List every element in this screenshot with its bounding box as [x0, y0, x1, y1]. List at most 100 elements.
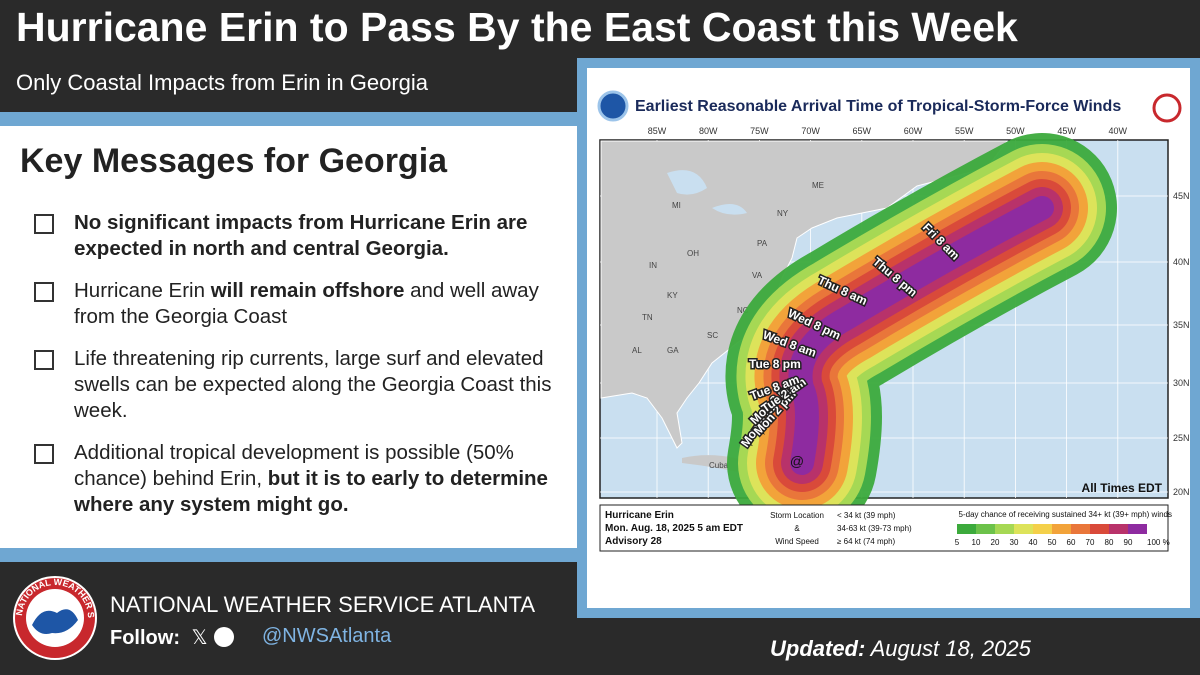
place-label: GA: [667, 346, 679, 355]
nws-logo: [1152, 93, 1182, 123]
message-list: No significant impacts from Hurricane Er…: [34, 210, 559, 534]
scale-tick: 20: [991, 538, 1000, 547]
scale-swatch: [1128, 524, 1147, 534]
storm-symbol: @: [790, 453, 804, 469]
scale-swatch: [1090, 524, 1109, 534]
scale-swatch: [1109, 524, 1128, 534]
message-segment: Additional tropical development is possi…: [74, 441, 514, 490]
place-label: VA: [752, 271, 763, 280]
scale-tick: 40: [1029, 538, 1038, 547]
note: All Times EDT: [1082, 481, 1163, 495]
info: Hurricane Erin: [605, 510, 674, 521]
scale-tick: 60: [1067, 538, 1076, 547]
storm-legend-item: < 34 kt (39 mph): [837, 511, 896, 520]
message: Life threatening rip currents, large sur…: [34, 346, 559, 424]
message: Additional tropical development is possi…: [34, 440, 559, 518]
checkbox: [34, 214, 54, 234]
handle[interactable]: @NWSAtlanta: [262, 625, 392, 647]
checkbox: [34, 350, 54, 370]
scale-swatch: [976, 524, 995, 534]
place-label: PA: [757, 239, 768, 248]
message-text: Hurricane Erin will remain offshore and …: [74, 278, 559, 330]
storm-legend-item: ≥ 64 kt (74 mph): [837, 537, 896, 546]
place-label: MI: [672, 201, 681, 210]
message-segment: No significant impacts from Hurricane Er…: [74, 211, 528, 260]
place-label: KY: [667, 291, 678, 300]
message: No significant impacts from Hurricane Er…: [34, 210, 559, 262]
storm-legend-label: &: [794, 524, 800, 533]
scale-tick: 30: [1010, 538, 1019, 547]
updated-label: Updated:: [770, 636, 866, 661]
title: Hurricane Erin to Pass By the East Coast…: [16, 4, 1018, 50]
lon-label: 40W: [1109, 126, 1128, 136]
scale-tick: 90: [1124, 538, 1133, 547]
cone-band: [788, 196, 1054, 475]
scale-swatch: [1033, 524, 1052, 534]
lon-label: 60W: [904, 126, 923, 136]
follow-label: Follow:: [110, 627, 180, 649]
scale-swatch: [1052, 524, 1071, 534]
stripe: [0, 548, 585, 562]
time-label: Tue 8 pm: [749, 357, 801, 371]
place-label: AL: [632, 346, 642, 355]
scale-swatch: [1071, 524, 1090, 534]
lat-label: 40N: [1173, 257, 1190, 267]
lat-label: 45N: [1173, 191, 1190, 201]
message-segment: Life threatening rip currents, large sur…: [74, 347, 552, 422]
scale-swatch: [957, 524, 976, 534]
lon-label: 70W: [801, 126, 820, 136]
scale-tick: 50: [1048, 538, 1057, 547]
org: NATIONAL WEATHER SERVICE ATLANTA: [110, 592, 536, 617]
lon-label: 50W: [1006, 126, 1025, 136]
heading: Key Messages for Georgia: [20, 142, 448, 180]
x-icon: 𝕏: [191, 627, 208, 649]
place-label: NY: [777, 209, 789, 218]
follow: Follow: 𝕏: [110, 625, 234, 650]
logo: NATIONAL WEATHER SERVICE: [12, 575, 97, 660]
lon-label: 85W: [648, 126, 667, 136]
message-segment: but it is to early to determine where an…: [74, 467, 548, 516]
place-label: TN: [642, 313, 653, 322]
lat-label: 35N: [1173, 320, 1190, 330]
storm-legend-item: 34-63 kt (39-73 mph): [837, 524, 912, 533]
lat-label: 25N: [1173, 433, 1190, 443]
message-segment: will remain offshore: [210, 279, 405, 302]
fb-icon: [213, 627, 234, 647]
place-label: ME: [812, 181, 824, 190]
info: Mon. Aug. 18, 2025 5 am EDT: [605, 523, 743, 534]
lon-label: 55W: [955, 126, 974, 136]
scale-title: 5-day chance of receiving sustained 34+ …: [959, 510, 1172, 519]
scale-swatch: [995, 524, 1014, 534]
scale-tick: 10: [972, 538, 981, 547]
place-label: NC: [737, 306, 749, 315]
message-text: No significant impacts from Hurricane Er…: [74, 210, 559, 262]
message: Hurricane Erin will remain offshore and …: [34, 278, 559, 330]
noaa-logo: [597, 90, 629, 122]
lon-label: 80W: [699, 126, 718, 136]
scale-tick: 70: [1086, 538, 1095, 547]
place-label: Cuba: [709, 461, 729, 470]
storm-legend-label: Wind Speed: [775, 537, 819, 546]
storm-legend-label: Storm Location: [770, 511, 824, 520]
scale-tick: 100 %: [1147, 538, 1170, 547]
place-label: IN: [649, 261, 657, 270]
place-label: SC: [707, 331, 718, 340]
lat-label: 20N: [1173, 487, 1190, 497]
updated-date: August 18, 2025: [870, 636, 1031, 661]
left-panel: [0, 126, 585, 548]
message-text: Life threatening rip currents, large sur…: [74, 346, 559, 424]
message-segment: Hurricane Erin: [74, 279, 211, 302]
checkbox: [34, 282, 54, 302]
map-title: Earliest Reasonable Arrival Time of Trop…: [635, 98, 1121, 115]
scale-swatch: [1014, 524, 1033, 534]
lon-label: 65W: [853, 126, 872, 136]
lon-label: 75W: [750, 126, 769, 136]
subtitle: Only Coastal Impacts from Erin in Georgi…: [16, 70, 429, 95]
map: Earliest Reasonable Arrival Time of Trop…: [587, 68, 1190, 608]
lat-label: 30N: [1173, 378, 1190, 388]
lon-label: 45W: [1057, 126, 1076, 136]
wind-cone: [725, 133, 1117, 538]
message-segment: and well away from the Georgia Coast: [74, 279, 539, 328]
scale-tick: 5: [955, 538, 960, 547]
checkbox: [34, 444, 54, 464]
